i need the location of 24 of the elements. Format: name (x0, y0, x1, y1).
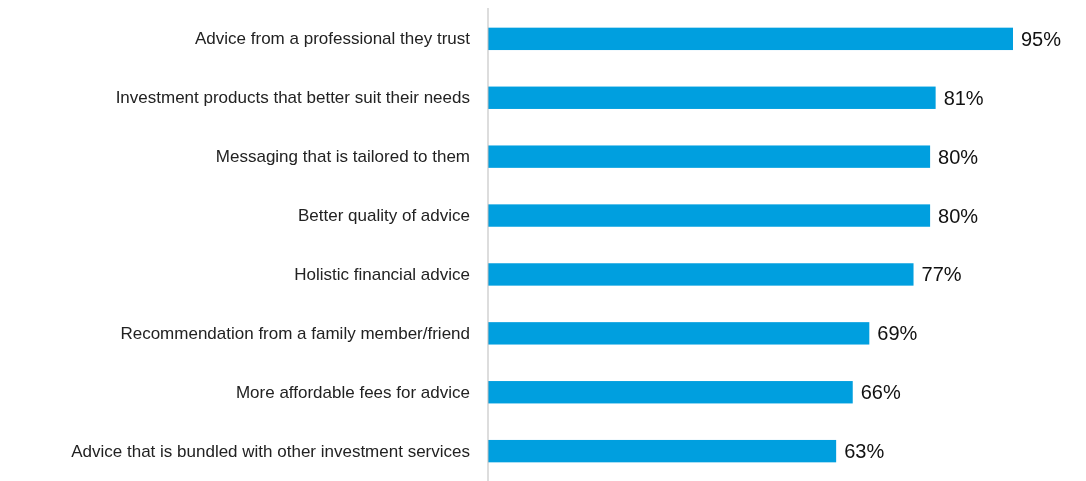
bar (488, 263, 914, 286)
bar (488, 322, 870, 345)
data-label: 66% (860, 381, 901, 404)
data-label: 81% (943, 86, 984, 109)
bar (488, 439, 837, 463)
y-tick-label: Advice from a professional they trust (195, 29, 471, 49)
y-tick-label: Holistic financial advice (294, 264, 470, 284)
bar (488, 381, 853, 404)
y-tick-label: Recommendation from a family member/friend (120, 323, 470, 343)
data-label: 80% (938, 204, 979, 227)
bar (488, 145, 931, 168)
y-tick-label: Advice that is bundled with other investment services (71, 441, 470, 461)
y-tick-label: More affordable fees for advice (235, 382, 470, 402)
data-label: 80% (938, 145, 979, 168)
data-label: 63% (844, 440, 885, 463)
data-label: 69% (877, 322, 918, 345)
y-tick-label: Messaging that is tailored to them (215, 147, 470, 167)
y-tick-label: Investment products that better suit their needs (115, 88, 470, 108)
data-label: 77% (921, 263, 962, 286)
bar (488, 204, 931, 227)
y-tick-label: Better quality of advice (298, 206, 470, 226)
bar (488, 86, 936, 109)
data-label: 95% (1021, 27, 1062, 50)
bar (488, 27, 1013, 51)
